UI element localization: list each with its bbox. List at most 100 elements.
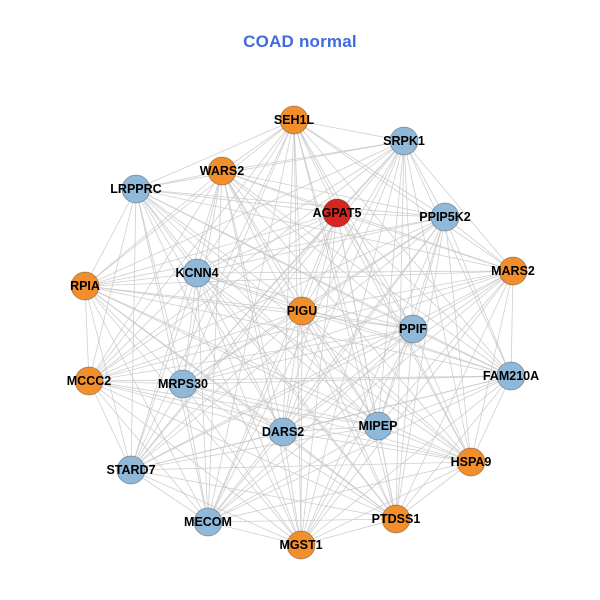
edge [130, 461, 472, 471]
edge [395, 461, 472, 520]
edge [84, 119, 295, 287]
edge [84, 285, 512, 377]
edge [395, 375, 512, 520]
edge [196, 272, 303, 312]
edge [444, 216, 472, 463]
nodes-layer [70, 105, 528, 560]
edge [88, 380, 184, 385]
edge [207, 461, 472, 523]
edge [377, 270, 514, 427]
edge [207, 140, 405, 523]
edge [182, 383, 397, 520]
edge [130, 140, 405, 471]
edge [182, 383, 302, 546]
network-node-rpia [70, 271, 100, 301]
edge [84, 285, 209, 523]
edge [301, 212, 338, 312]
network-node-mccc2 [74, 366, 104, 396]
edge [207, 425, 379, 523]
edge [293, 119, 514, 272]
edge [300, 375, 512, 546]
edge [88, 380, 379, 427]
network-node-mipep [363, 411, 393, 441]
edge [88, 140, 405, 382]
edge [293, 119, 397, 520]
edge [301, 310, 414, 330]
edge [130, 469, 397, 520]
edge [88, 380, 209, 523]
edge [88, 272, 198, 382]
edge [182, 383, 209, 523]
network-node-mgst1 [286, 530, 316, 560]
network-node-mecom [193, 507, 223, 537]
network-node-lrpprc [121, 174, 151, 204]
edge [221, 170, 472, 463]
edge [207, 431, 284, 523]
edge [221, 170, 514, 272]
edge [84, 212, 338, 287]
network-node-mrps30 [168, 369, 198, 399]
edge [130, 425, 379, 471]
edge [301, 310, 379, 427]
edge [135, 140, 405, 190]
edge [282, 425, 379, 433]
edge [84, 170, 223, 287]
edge [221, 170, 397, 520]
edge [84, 140, 405, 287]
edge [88, 380, 302, 546]
edge [301, 310, 512, 377]
figure-title: COAD normal [243, 32, 357, 51]
edge [88, 328, 414, 382]
edge [412, 328, 512, 377]
edge [196, 272, 397, 520]
edge [182, 328, 414, 385]
network-node-stard7 [116, 455, 146, 485]
edge [282, 216, 446, 433]
edge [84, 272, 198, 287]
edge [84, 285, 397, 520]
edge [88, 119, 295, 382]
edge [377, 425, 472, 463]
edge [444, 216, 512, 377]
network-node-wars2 [207, 156, 237, 186]
edge [221, 170, 302, 546]
edge [395, 216, 446, 520]
network-node-mars2 [498, 256, 528, 286]
edge [293, 119, 302, 546]
edge [395, 270, 514, 520]
edge [207, 518, 397, 523]
edge [510, 270, 514, 377]
edge [293, 119, 446, 218]
edge [135, 188, 284, 433]
edge [84, 285, 184, 385]
edge [135, 188, 397, 520]
edge [182, 270, 514, 385]
edge [207, 375, 512, 523]
edge [130, 216, 446, 471]
edge [207, 212, 338, 523]
edge [221, 140, 405, 172]
edge [135, 119, 295, 190]
edge [130, 270, 514, 471]
edge [444, 216, 514, 272]
edge [88, 216, 446, 382]
edge [293, 119, 405, 142]
edge [221, 170, 414, 330]
edge [196, 212, 338, 274]
edge [88, 380, 132, 471]
edge [377, 425, 397, 520]
edge [135, 170, 223, 190]
edge [84, 285, 472, 463]
edge [84, 270, 514, 287]
edge [130, 188, 137, 471]
edge [182, 383, 284, 433]
edge [88, 212, 338, 382]
edge [196, 272, 512, 377]
edge [207, 521, 302, 546]
edge [135, 188, 209, 523]
edge [130, 310, 303, 471]
edge [84, 216, 446, 287]
network-node-srpk1 [389, 126, 419, 156]
